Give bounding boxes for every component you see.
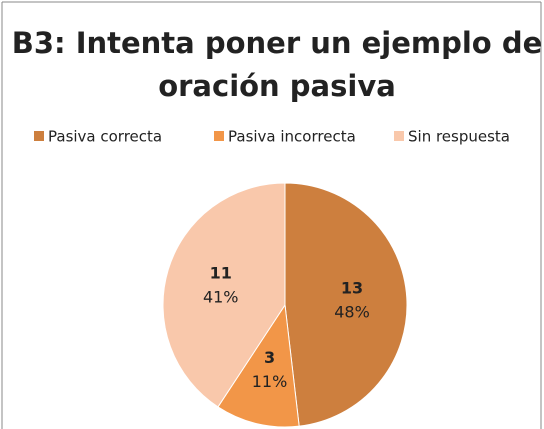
data-label: 48% <box>334 303 370 322</box>
pie-slice <box>162 182 286 408</box>
data-label: 11% <box>252 372 288 391</box>
legend-swatch <box>394 131 404 141</box>
data-label: 3 <box>264 348 275 367</box>
legend-label: Pasiva correcta <box>48 128 162 146</box>
legend-label: Pasiva incorrecta <box>228 128 356 146</box>
data-label: 11 <box>210 263 232 282</box>
pie-slice <box>217 303 300 428</box>
data-label: 13 <box>341 279 363 298</box>
pie-slice <box>284 182 408 427</box>
legend-label: Sin respuesta <box>408 128 510 146</box>
data-label: 41% <box>203 287 239 306</box>
legend-swatch <box>214 131 224 141</box>
chart-title: B3: Intenta poner un ejemplo de <box>12 26 543 60</box>
chart-title: oración pasiva <box>158 69 396 103</box>
legend-swatch <box>34 131 44 141</box>
